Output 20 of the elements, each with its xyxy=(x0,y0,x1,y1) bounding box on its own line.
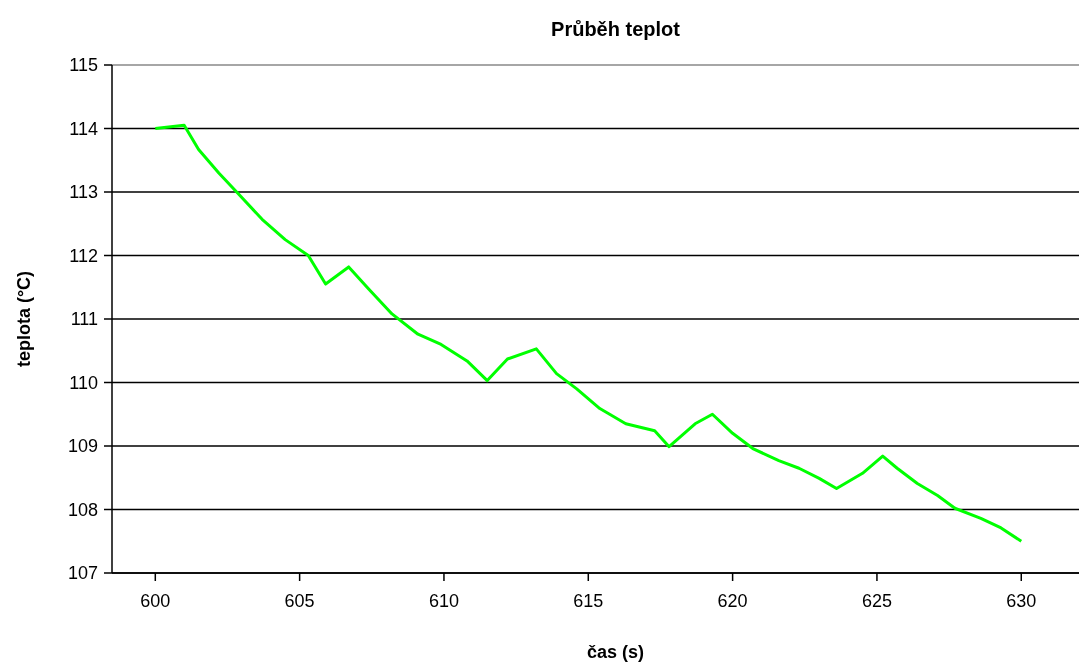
x-tick-label: 615 xyxy=(573,591,604,611)
y-tick-label: 112 xyxy=(69,245,98,266)
y-tick-label: 115 xyxy=(69,55,98,76)
x-tick-label: 620 xyxy=(717,591,748,611)
x-tick-label: 600 xyxy=(140,591,171,611)
line-series xyxy=(153,123,1023,543)
x-axis-title: čas (s) xyxy=(586,642,645,662)
y-tick-label: 107 xyxy=(67,563,98,584)
y-tick-label: 108 xyxy=(67,499,98,520)
chart-title: Průběh teplot xyxy=(551,18,681,40)
y-tick-label: 110 xyxy=(69,372,98,393)
y-tick-label: 114 xyxy=(69,118,98,139)
x-tick-label: 630 xyxy=(1006,591,1037,611)
x-tick-label: 625 xyxy=(861,591,892,611)
y-tick-label: 109 xyxy=(67,436,98,457)
x-tick-label: 610 xyxy=(428,591,459,611)
y-axis-title: teplota (°C) xyxy=(14,270,34,368)
y-tick-label: 111 xyxy=(70,309,98,330)
y-tick-label: 113 xyxy=(69,182,98,203)
x-tick-label: 605 xyxy=(284,591,315,611)
